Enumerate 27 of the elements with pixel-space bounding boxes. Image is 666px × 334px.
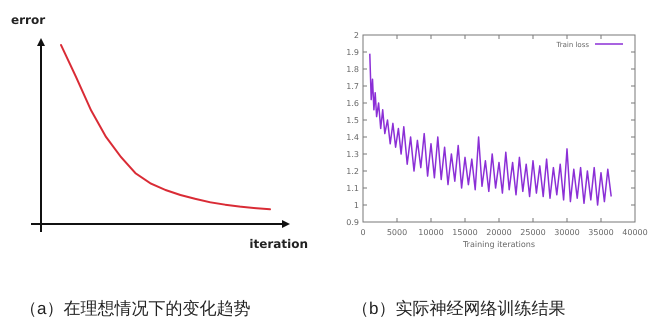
x-tick-label: 20000 xyxy=(486,228,512,237)
x-tick-label: 10000 xyxy=(418,228,444,237)
x-axis-title: Training iterations xyxy=(462,240,536,249)
y-tick-label: 1.2 xyxy=(346,167,359,176)
x-tick-label: 0 xyxy=(360,228,366,237)
y-tick-label: 0.9 xyxy=(346,218,359,227)
x-tick-label: 5000 xyxy=(386,228,408,237)
x-tick-label: 35000 xyxy=(588,228,614,237)
x-tick-label: 30000 xyxy=(554,228,580,237)
x-axis-title: iteration xyxy=(249,237,308,251)
y-tick-label: 1.1 xyxy=(346,184,359,193)
y-tick-label: 1 xyxy=(354,201,359,210)
y-tick-label: 2 xyxy=(354,31,359,40)
text: （a）在理想情况下的变化趋势 xyxy=(20,299,250,318)
y-tick-label: 1.7 xyxy=(346,82,359,91)
y-tick-label: 1.8 xyxy=(346,65,359,74)
y-tick-label: 1.3 xyxy=(346,150,359,159)
y-tick-label: 1.6 xyxy=(346,99,359,108)
x-tick-label: 25000 xyxy=(520,228,546,237)
x-tick-label: 15000 xyxy=(452,228,478,237)
x-tick-label: 40000 xyxy=(622,228,648,237)
y-axis-title: error xyxy=(11,13,46,27)
line-series xyxy=(369,52,612,206)
text: （b）实际神经网络训练结果 xyxy=(352,299,566,318)
y-tick-label: 1.4 xyxy=(346,133,359,142)
y-tick-label: 1.5 xyxy=(346,116,359,125)
y-tick-label: 1.9 xyxy=(346,48,359,57)
